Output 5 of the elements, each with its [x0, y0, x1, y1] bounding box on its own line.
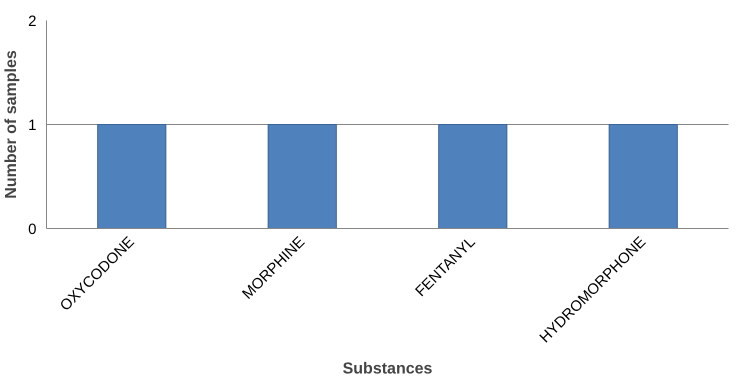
y-tick-label: 0 [28, 221, 36, 238]
y-tick-label: 2 [28, 13, 36, 30]
x-axis-title: Substances [342, 360, 433, 378]
y-axis-title: Number of samples [3, 50, 20, 199]
y-tick-label: 1 [28, 117, 36, 134]
